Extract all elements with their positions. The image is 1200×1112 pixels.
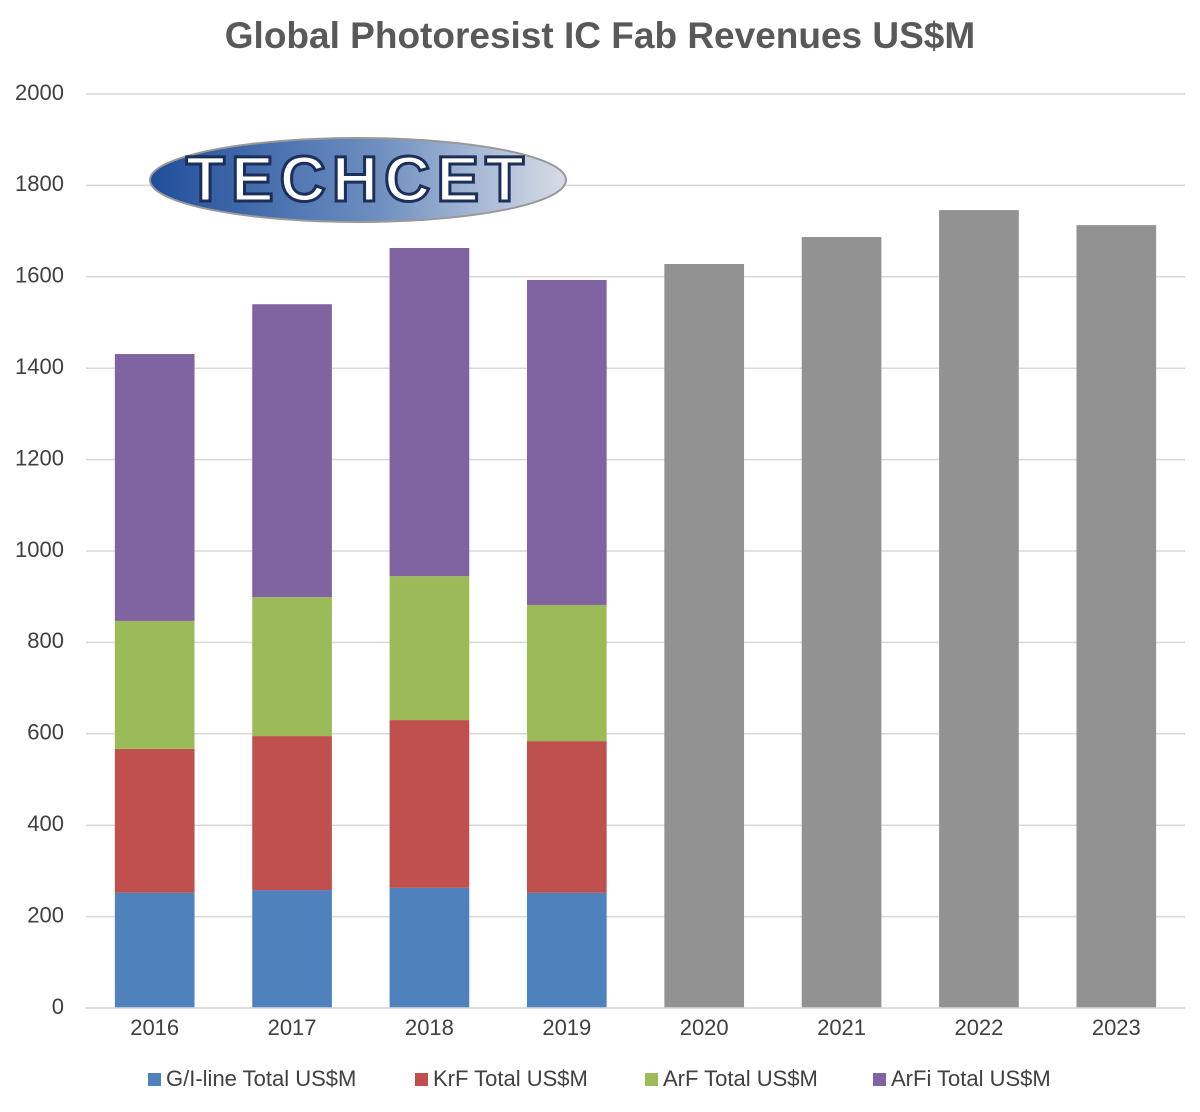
x-tick-label: 2019 [542, 1015, 591, 1040]
bar-segment [389, 248, 470, 577]
y-tick-label: 2000 [15, 80, 64, 105]
legend-label: ArF Total US$M [663, 1066, 818, 1091]
x-tick-label: 2018 [405, 1015, 454, 1040]
y-tick-label: 1200 [15, 445, 64, 470]
bar-segment [664, 264, 745, 1008]
legend-swatch [645, 1073, 658, 1086]
logo-badge [149, 137, 567, 223]
logo: TECHCET [186, 143, 530, 215]
legend-label: KrF Total US$M [433, 1066, 588, 1091]
bar-segment [801, 237, 882, 1008]
bar-segment [939, 210, 1019, 1008]
bar-segment [1076, 225, 1157, 1008]
bar-segment [252, 597, 332, 737]
y-tick-label: 800 [27, 628, 64, 653]
legend-label: G/I-line Total US$M [166, 1066, 356, 1091]
x-tick-label: 2017 [268, 1015, 317, 1040]
chart-title: Global Photoresist IC Fab Revenues US$M [225, 15, 975, 56]
x-tick-label: 2021 [817, 1015, 866, 1040]
x-tick-label: 2022 [954, 1015, 1003, 1040]
y-tick-label: 1000 [15, 537, 64, 562]
legend-label: ArFi Total US$M [891, 1066, 1051, 1091]
bar-segment [252, 890, 332, 1008]
bar-segment [389, 887, 470, 1008]
x-tick-label: 2023 [1092, 1015, 1141, 1040]
bar-segment [389, 576, 470, 721]
bar-segment [114, 354, 195, 621]
bar-segment [114, 620, 195, 749]
bar-segment [389, 720, 470, 888]
bar-segment [526, 892, 607, 1008]
y-tick-label: 1600 [15, 263, 64, 288]
legend-swatch [415, 1073, 428, 1086]
legend-swatch [873, 1073, 886, 1086]
y-tick-label: 0 [52, 994, 64, 1019]
legend-swatch [148, 1073, 161, 1086]
bar-segment [252, 736, 332, 891]
x-tick-label: 2016 [130, 1015, 179, 1040]
y-tick-label: 1800 [15, 171, 64, 196]
y-tick-label: 200 [27, 902, 64, 927]
y-tick-label: 600 [27, 720, 64, 745]
y-tick-label: 400 [27, 811, 64, 836]
bar-segment [114, 748, 195, 893]
plot: 0 200 400 600 800 1000 1200 1400 1600 1800 2000 201… [15, 80, 1185, 1091]
bar-segment [526, 279, 607, 605]
bar-segment [114, 892, 195, 1008]
x-tick-label: 2020 [680, 1015, 729, 1040]
y-tick-label: 1400 [15, 354, 64, 379]
bar-segment [252, 304, 332, 598]
bar-segment [526, 741, 607, 893]
bar-segment [526, 604, 607, 742]
